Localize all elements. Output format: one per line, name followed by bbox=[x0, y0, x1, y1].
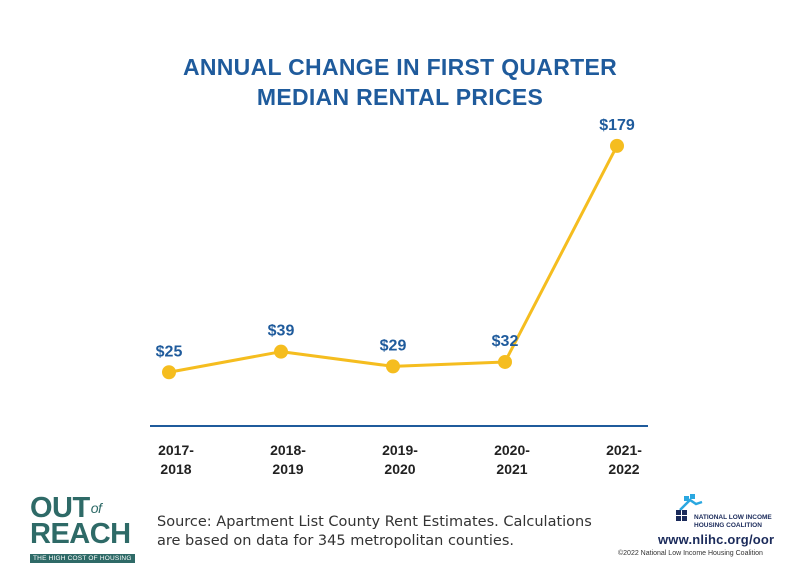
x-tick-label-5: 2021- 2022 bbox=[606, 442, 642, 477]
data-label-1: $25 bbox=[156, 343, 183, 360]
data-point-2 bbox=[274, 344, 288, 359]
data-point-5 bbox=[610, 138, 624, 153]
nlihc-name: NATIONAL LOW INCOME HOUSING COALITION bbox=[694, 514, 772, 529]
chart-title: ANNUAL CHANGE IN FIRST QUARTER MEDIAN RE… bbox=[0, 52, 800, 112]
logo-reach-text: REACH bbox=[30, 518, 131, 550]
x-tick-label-line: 2022 bbox=[608, 461, 639, 477]
chart-title-line-1: ANNUAL CHANGE IN FIRST QUARTER bbox=[182, 54, 618, 80]
source-note: Source: Apartment List County Rent Estim… bbox=[157, 513, 592, 551]
chart-title-line-2: MEDIAN RENTAL PRICES bbox=[256, 84, 544, 110]
data-point-3 bbox=[386, 359, 400, 374]
x-tick-label-line: 2018- bbox=[270, 442, 306, 458]
x-tick-label-line: 2020 bbox=[384, 461, 415, 477]
source-line-2: are based on data for 345 metropolitan c… bbox=[157, 533, 514, 549]
x-tick-label-line: 2021 bbox=[496, 461, 527, 477]
x-tick-label-line: 2017- bbox=[158, 442, 194, 458]
logo-tagline: THE HIGH COST OF HOUSING bbox=[30, 554, 135, 563]
x-tick-label-3: 2019- 2020 bbox=[382, 442, 418, 477]
nlihc-name-line-2: HOUSING COALITION bbox=[694, 521, 762, 529]
logo-out-text: OUT bbox=[30, 492, 90, 524]
data-label-2: $39 bbox=[268, 323, 295, 340]
out-of-reach-logo: OUTof REACH THE HIGH COST OF HOUSING bbox=[30, 492, 135, 565]
house-icon bbox=[676, 494, 703, 521]
data-point-4 bbox=[498, 354, 512, 369]
logo-of-text: of bbox=[90, 500, 102, 516]
x-tick-label-line: 2019 bbox=[272, 461, 303, 477]
data-point-1 bbox=[162, 365, 176, 380]
copyright-note: ©2022 National Low Income Housing Coalit… bbox=[618, 550, 763, 557]
data-label-4: $32 bbox=[492, 333, 519, 350]
source-line-1: Source: Apartment List County Rent Estim… bbox=[157, 514, 592, 530]
nlihc-name-line-1: NATIONAL LOW INCOME bbox=[694, 514, 772, 521]
x-tick-label-4: 2020- 2021 bbox=[494, 442, 530, 477]
x-tick-label-line: 2021- bbox=[606, 442, 642, 458]
data-label-3: $29 bbox=[380, 337, 407, 354]
x-tick-label-2: 2018- 2019 bbox=[270, 442, 306, 477]
data-label-5: $179 bbox=[599, 117, 635, 134]
nlihc-url[interactable]: www.nlihc.org/oor bbox=[658, 532, 775, 547]
x-tick-label-line: 2020- bbox=[494, 442, 530, 458]
x-tick-label-line: 2018 bbox=[160, 461, 191, 477]
x-tick-label-line: 2019- bbox=[382, 442, 418, 458]
x-tick-label-1: 2017- 2018 bbox=[158, 442, 194, 477]
